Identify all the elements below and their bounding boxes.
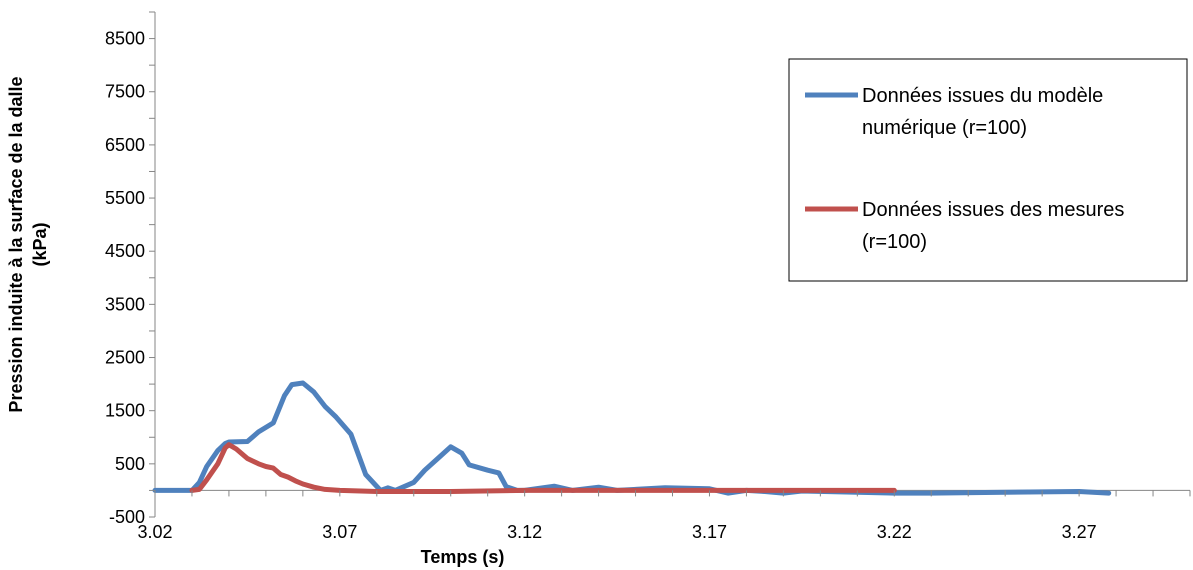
y-tick-label: 4500	[105, 241, 145, 261]
legend-label-1: Données issues du modèle numérique (r=100…	[862, 85, 1103, 139]
y-tick-label: 500	[115, 454, 145, 474]
y-axis-title: Pression induite à la surface de la dall…	[6, 76, 50, 412]
legend: Données issues du modèle numérique (r=100…	[788, 58, 1188, 282]
legend-label-line: (r=100)	[862, 231, 927, 253]
y-tick-label: 6500	[105, 135, 145, 155]
y-axis-title-line: (kPa)	[30, 222, 50, 266]
legend-label-line: Données issues des mesures	[862, 199, 1124, 221]
series-line-2	[189, 442, 897, 494]
y-tick-label: 2500	[105, 348, 145, 368]
x-axis-title: Temps (s)	[421, 547, 505, 567]
y-tick-label: 5500	[105, 188, 145, 208]
x-tick-label: 3.22	[877, 522, 912, 542]
x-tick-label: 3.27	[1062, 522, 1097, 542]
x-tick-label: 3.07	[322, 522, 357, 542]
x-tick-label: 3.12	[507, 522, 542, 542]
legend-label-line: Données issues du modèle	[862, 85, 1103, 107]
y-tick-label: -500	[109, 507, 145, 527]
x-tick-label: 3.17	[692, 522, 727, 542]
y-tick-label: 7500	[105, 82, 145, 102]
y-axis-title-line: Pression induite à la surface de la dall…	[6, 76, 26, 412]
legend-label-line: numérique (r=100)	[862, 117, 1027, 139]
y-tick-label: 1500	[105, 401, 145, 421]
y-tick-label: 8500	[105, 29, 145, 49]
series-line-1	[152, 380, 1112, 496]
legend-label-2: Données issues des mesures (r=100)	[862, 199, 1124, 253]
titles-layer: Temps (s) Pression induite à la surface d…	[6, 76, 504, 567]
x-tick-label: 3.02	[137, 522, 172, 542]
y-tick-label: 3500	[105, 294, 145, 314]
ticks-layer: -500 500 1500 2500 3500 4500 5500 6500 7500 8500 3…	[105, 11, 1191, 542]
series-layer	[152, 380, 1112, 496]
